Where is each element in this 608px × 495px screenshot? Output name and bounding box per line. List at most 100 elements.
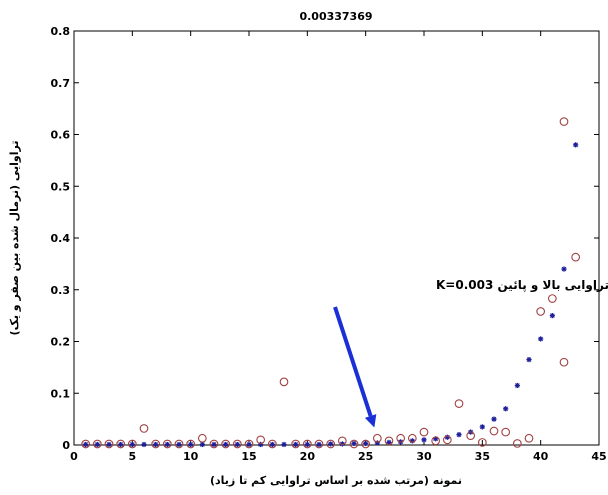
circle-point xyxy=(279,377,289,387)
x-tick-label: 15 xyxy=(241,450,256,463)
star-point xyxy=(188,441,194,448)
star-point xyxy=(164,441,170,448)
star-point xyxy=(94,441,100,448)
circle-point xyxy=(209,439,219,449)
y-axis: 0 0.1 0.2 0.3 0.4 0.5 0.6 0.7 0.8 xyxy=(51,25,599,452)
star-point xyxy=(328,441,334,447)
star-point xyxy=(211,441,217,448)
star-point xyxy=(246,441,252,448)
x-tick-label: 5 xyxy=(129,450,137,463)
star-point xyxy=(409,438,415,444)
star-point xyxy=(538,336,544,342)
star-point xyxy=(118,441,124,448)
star-point xyxy=(363,440,369,447)
circle-point xyxy=(547,294,557,303)
x-tick-label: 20 xyxy=(300,450,316,463)
circle-point xyxy=(92,439,102,449)
x-tick-label: 35 xyxy=(475,450,490,463)
star-point xyxy=(153,441,159,448)
circle-point xyxy=(139,424,149,433)
circle-point xyxy=(477,438,487,447)
circle-point xyxy=(361,439,371,449)
circle-point xyxy=(256,435,266,445)
star-point xyxy=(456,432,462,438)
circle-point xyxy=(127,439,137,449)
circle-point xyxy=(512,439,522,448)
circle-point xyxy=(396,433,406,443)
y-tick-label: 0.4 xyxy=(51,232,71,245)
star-point xyxy=(503,406,509,412)
star-point xyxy=(304,441,310,448)
star-point xyxy=(293,441,299,448)
star-point xyxy=(176,441,182,448)
x-tick-label: 25 xyxy=(358,450,373,463)
series-stars xyxy=(83,142,579,448)
circle-point xyxy=(349,439,359,449)
circle-point xyxy=(431,436,441,446)
star-point xyxy=(281,441,287,448)
star-point xyxy=(479,424,485,430)
star-point xyxy=(351,440,357,447)
star-point xyxy=(421,437,427,443)
circle-point xyxy=(372,433,382,443)
circle-point xyxy=(326,439,336,449)
circle-point xyxy=(186,439,196,449)
star-point xyxy=(561,266,567,272)
star-point xyxy=(514,382,520,389)
x-tick-label: 30 xyxy=(416,450,432,463)
circle-point xyxy=(302,439,312,449)
circle-point xyxy=(244,439,254,449)
circle-point xyxy=(536,307,546,316)
circle-point xyxy=(162,439,172,449)
circle-point xyxy=(314,439,324,449)
x-tick-label: 40 xyxy=(533,450,549,463)
circle-point xyxy=(489,426,499,436)
circle-point xyxy=(466,431,476,441)
star-point xyxy=(316,441,322,448)
circle-point xyxy=(116,439,126,449)
star-point xyxy=(444,434,450,440)
circle-point xyxy=(197,433,207,443)
circle-point xyxy=(384,436,394,446)
circle-point xyxy=(454,399,464,408)
annotation-arrowhead xyxy=(364,414,377,428)
series-circles xyxy=(81,117,581,449)
x-axis-label: نمونه (مرتب شده بر اساس تراوایی کم تا زی… xyxy=(210,474,462,487)
y-tick-label: 0.6 xyxy=(51,129,71,142)
star-point xyxy=(199,441,205,448)
x-tick-label: 10 xyxy=(183,450,199,463)
star-point xyxy=(141,441,147,448)
circle-point xyxy=(559,117,569,126)
star-point xyxy=(269,441,275,448)
circle-point xyxy=(174,439,184,449)
circle-point xyxy=(267,439,277,449)
circle-point xyxy=(419,427,429,437)
star-point xyxy=(573,142,579,148)
circle-point xyxy=(291,439,301,449)
y-tick-label: 0.2 xyxy=(51,336,71,349)
star-point xyxy=(386,439,392,446)
star-point xyxy=(234,441,240,448)
annotation-arrow xyxy=(333,306,373,417)
circle-point xyxy=(104,439,114,449)
circle-point xyxy=(571,252,581,262)
star-point xyxy=(549,313,555,319)
x-tick-label: 45 xyxy=(591,450,606,463)
circle-point xyxy=(337,436,347,446)
star-point xyxy=(129,441,135,448)
y-tick-label: 0.8 xyxy=(51,25,71,38)
star-point xyxy=(106,441,112,448)
annotation: مرز تراوایی بالا و پائین K=0.003 xyxy=(333,278,608,428)
chart-title: 0.00337369 xyxy=(299,10,372,23)
circle-point xyxy=(221,439,231,449)
circle-point xyxy=(151,439,161,449)
y-tick-label: 0 xyxy=(62,439,70,452)
circle-point xyxy=(442,435,452,445)
circle-point xyxy=(559,357,569,367)
circle-point xyxy=(232,439,242,449)
circle-point xyxy=(81,439,91,449)
circle-point xyxy=(407,433,417,443)
y-tick-label: 0.1 xyxy=(51,387,71,400)
y-tick-label: 0.5 xyxy=(51,180,71,193)
